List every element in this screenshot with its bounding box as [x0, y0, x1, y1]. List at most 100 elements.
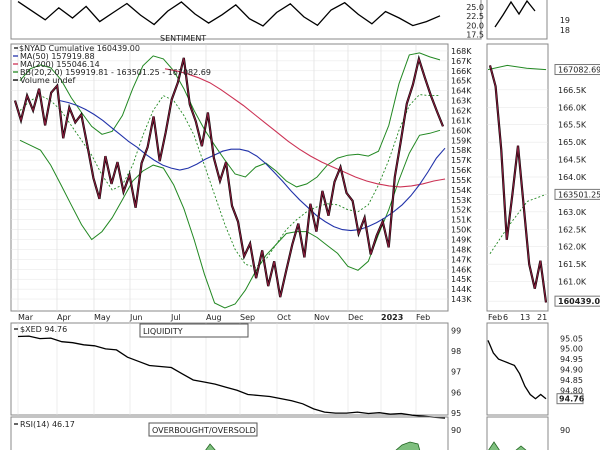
main-y-tick: 151K: [451, 216, 472, 225]
main-y-tick: 165K: [451, 77, 472, 86]
zoom-x-label: 13: [520, 313, 530, 322]
main-y-tick: 160K: [451, 126, 472, 135]
zoom-bb-middle: [489, 193, 547, 254]
zoom-y-tick: 160439.00: [558, 297, 600, 306]
main-y-tick: 147K: [451, 255, 472, 264]
top-strip-zoom-tick: 19: [560, 16, 570, 25]
rsi-area: [395, 441, 421, 450]
rsi-y-tick: 90: [451, 426, 461, 435]
main-y-tick: 143K: [451, 295, 472, 304]
liq-zoom-tick: 94.90: [560, 366, 583, 375]
liquidity-frame: [10, 322, 449, 416]
rsi-title: RSI(14) 46.17: [20, 420, 75, 429]
liquidity-zoom-frame: [486, 322, 549, 416]
main-y-tick: 155K: [451, 176, 472, 185]
main-x-label: Mar: [18, 313, 34, 322]
zoom-price-line: [489, 65, 547, 303]
bb-middle-line: [19, 94, 440, 268]
bb-upper-line: [19, 52, 441, 188]
main-y-tick: 168K: [451, 47, 472, 56]
liq-zoom-tick: 94.76: [559, 395, 585, 404]
sentiment-annotation: SENTIMENT: [160, 34, 206, 43]
zoom-y-tick: 164.0K: [558, 173, 587, 182]
main-x-label: Jul: [170, 313, 181, 322]
main-y-tick: 158K: [451, 146, 472, 155]
zoom-y-tick: 161.0K: [558, 278, 587, 287]
legend-entry: MA(200) 155046.14: [20, 60, 100, 69]
liq-zoom-tick: 95.00: [560, 345, 583, 354]
zoom-value-box: [554, 188, 600, 200]
main-x-label: Feb: [416, 313, 430, 322]
liq-y-tick: 96: [451, 388, 461, 397]
main-x-label: Aug: [206, 313, 222, 322]
top-strip-tick: 25.0: [466, 3, 484, 12]
price-line: [14, 56, 444, 298]
main-x-label: Nov: [314, 313, 330, 322]
rsi-zoom-frame: [486, 416, 549, 450]
zoom-value-box: [554, 64, 600, 76]
main-x-label: Apr: [57, 313, 72, 322]
main-y-tick: 157K: [451, 156, 472, 165]
zoom-y-tick: 162.0K: [558, 243, 587, 252]
legend-entry: MA(50) 157919.88: [20, 52, 95, 61]
bb-lower-line: [19, 129, 441, 309]
main-y-tick: 153K: [451, 196, 472, 205]
liquidity-annotation: LIQUIDITY: [143, 327, 183, 336]
rsi-frame: [10, 416, 449, 450]
top-strip-tick: 20.0: [466, 21, 484, 30]
main-y-tick: 154K: [451, 186, 472, 195]
zoom-y-tick: 165.0K: [558, 138, 587, 147]
zoom-x-label: Feb: [488, 313, 502, 322]
zoom-y-tick: 161.5K: [558, 260, 587, 269]
main-x-label: 2023: [381, 313, 403, 322]
top-strip-frame: [10, 0, 482, 40]
main-y-tick: 145K: [451, 275, 472, 284]
zoom-y-tick: 165.5K: [558, 121, 587, 130]
ma50-line: [59, 100, 446, 232]
main-y-tick: 162K: [451, 107, 472, 116]
main-y-tick: 144K: [451, 285, 472, 294]
liq-y-tick: 99: [451, 326, 461, 335]
rsi-annotation-box: [148, 422, 258, 437]
liquidity-annotation-box: [139, 323, 249, 338]
rsi-area: [205, 443, 216, 450]
main-y-tick: 152K: [451, 206, 472, 215]
ma200-line: [164, 68, 446, 188]
top-strip-zoom-frame: [486, 0, 548, 40]
liq-zoom-tick: 94.95: [560, 355, 583, 364]
main-x-label: Dec: [348, 313, 363, 322]
rsi-zoom-tick: 90: [560, 426, 570, 435]
liq-y-tick: 97: [451, 368, 461, 377]
main-y-tick: 146K: [451, 265, 472, 274]
zoom-y-tick: 163.0K: [558, 208, 587, 217]
liq-zoom-value-box: [556, 393, 584, 405]
main-panel-frame: [10, 43, 449, 312]
main-y-tick: 148K: [451, 245, 472, 254]
price-shadow-line: [13, 54, 445, 298]
main-y-tick: 167K: [451, 57, 472, 66]
liq-zoom-tick: 94.85: [560, 376, 583, 385]
liquidity-title: $XED 94.76: [20, 325, 67, 334]
zoom-y-tick: 167082.69: [558, 66, 600, 75]
zoom-x-label: 6: [503, 313, 508, 322]
main-y-tick: 149K: [451, 236, 472, 245]
liq-zoom-tick: 95.05: [560, 334, 583, 343]
main-y-tick: 164K: [451, 87, 472, 96]
main-y-tick: 163K: [451, 97, 472, 106]
zoom-y-tick: 163501.25: [558, 190, 600, 199]
zoom-y-tick: 162.5K: [558, 225, 587, 234]
top-strip-zoom-line: [494, 0, 536, 28]
main-x-label: Sep: [240, 313, 255, 322]
main-y-tick: 156K: [451, 166, 472, 175]
main-x-label: Jun: [129, 313, 143, 322]
liquidity-line: [17, 335, 446, 419]
rsi-annotation: OVERBOUGHT/OVERSOLD: [152, 426, 256, 435]
legend-entry: Volume undef: [20, 76, 75, 85]
zoom-y-tick: 164.5K: [558, 156, 587, 165]
liq-y-tick: 95: [451, 409, 461, 418]
top-strip-tick: 17.5: [466, 30, 484, 39]
main-title: $NYAD Cumulative 160439.00: [19, 44, 140, 53]
main-x-label: May: [94, 313, 111, 322]
